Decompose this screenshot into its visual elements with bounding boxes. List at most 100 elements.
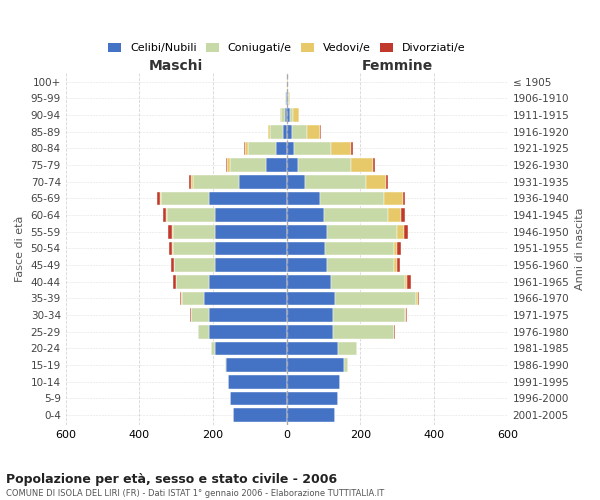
Bar <box>190 308 191 322</box>
Bar <box>287 408 335 422</box>
Bar <box>245 142 248 156</box>
Bar <box>416 292 418 306</box>
Bar <box>215 258 287 272</box>
Bar <box>401 208 404 222</box>
Bar <box>191 175 193 188</box>
Bar <box>215 225 287 238</box>
Text: Maschi: Maschi <box>149 60 203 74</box>
Bar <box>281 108 285 122</box>
Bar <box>228 375 287 388</box>
Bar <box>283 125 287 138</box>
Bar <box>182 292 204 306</box>
Bar <box>397 242 401 256</box>
Bar <box>344 358 347 372</box>
Bar <box>172 258 174 272</box>
Bar <box>323 208 388 222</box>
Bar <box>388 208 401 222</box>
Bar <box>327 258 394 272</box>
Bar <box>161 192 209 205</box>
Bar <box>233 408 287 422</box>
Bar <box>209 308 287 322</box>
Bar <box>351 142 353 156</box>
Bar <box>168 225 172 238</box>
Bar <box>404 275 407 288</box>
Bar <box>394 242 397 256</box>
Bar <box>290 108 293 122</box>
Bar <box>403 192 406 205</box>
Bar <box>287 225 327 238</box>
Bar <box>199 325 209 338</box>
Bar <box>215 242 287 256</box>
Bar <box>338 342 357 355</box>
Bar <box>287 192 320 205</box>
Bar <box>179 292 181 306</box>
Bar <box>366 175 386 188</box>
Bar <box>270 125 283 138</box>
Bar <box>193 175 239 188</box>
Bar <box>160 192 161 205</box>
Bar <box>287 175 305 188</box>
Bar <box>386 175 388 188</box>
Bar <box>209 192 287 205</box>
Bar <box>209 325 287 338</box>
Bar <box>167 208 215 222</box>
Bar <box>248 142 275 156</box>
Bar <box>173 225 215 238</box>
Bar <box>209 275 287 288</box>
Y-axis label: Anni di nascita: Anni di nascita <box>575 207 585 290</box>
Bar <box>230 158 266 172</box>
Bar <box>327 225 397 238</box>
Bar <box>230 392 287 406</box>
Bar <box>307 125 320 138</box>
Bar <box>285 92 286 106</box>
Text: Femmine: Femmine <box>362 60 433 74</box>
Bar <box>173 242 215 256</box>
Bar <box>394 325 395 338</box>
Bar <box>394 258 397 272</box>
Bar <box>189 175 191 188</box>
Bar <box>176 275 209 288</box>
Bar <box>333 325 394 338</box>
Bar <box>172 225 173 238</box>
Bar <box>226 158 227 172</box>
Bar <box>287 342 338 355</box>
Bar <box>287 208 323 222</box>
Bar <box>287 308 333 322</box>
Bar <box>289 92 290 106</box>
Bar <box>286 92 287 106</box>
Bar <box>226 358 287 372</box>
Bar <box>373 158 375 172</box>
Bar <box>287 142 294 156</box>
Bar <box>268 125 270 138</box>
Bar <box>305 175 366 188</box>
Bar <box>404 308 406 322</box>
Text: Popolazione per età, sesso e stato civile - 2006: Popolazione per età, sesso e stato civil… <box>6 472 337 486</box>
Bar <box>275 142 287 156</box>
Bar <box>215 208 287 222</box>
Bar <box>157 192 160 205</box>
Bar <box>287 75 288 88</box>
Bar <box>287 275 331 288</box>
Bar <box>397 225 404 238</box>
Bar <box>266 158 287 172</box>
Bar <box>407 275 411 288</box>
Bar <box>333 308 404 322</box>
Bar <box>287 392 338 406</box>
Bar <box>287 242 325 256</box>
Bar <box>163 208 166 222</box>
Bar <box>397 258 400 272</box>
Bar <box>331 275 404 288</box>
Bar <box>227 158 230 172</box>
Bar <box>287 375 340 388</box>
Bar <box>244 142 245 156</box>
Bar <box>204 292 287 306</box>
Bar <box>211 342 215 355</box>
Bar <box>287 325 333 338</box>
Bar <box>166 208 167 222</box>
Bar <box>197 325 199 338</box>
Bar <box>287 158 298 172</box>
Bar <box>331 142 351 156</box>
Bar <box>169 242 172 256</box>
Bar <box>191 308 209 322</box>
Bar <box>239 175 287 188</box>
